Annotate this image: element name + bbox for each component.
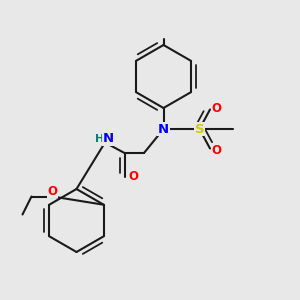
- Text: H: H: [95, 134, 104, 144]
- Text: O: O: [128, 170, 138, 184]
- Text: S: S: [195, 122, 204, 136]
- Text: O: O: [212, 101, 222, 115]
- Text: O: O: [47, 184, 58, 198]
- Text: O: O: [212, 143, 222, 157]
- Text: N: N: [102, 132, 114, 146]
- Text: N: N: [158, 122, 169, 136]
